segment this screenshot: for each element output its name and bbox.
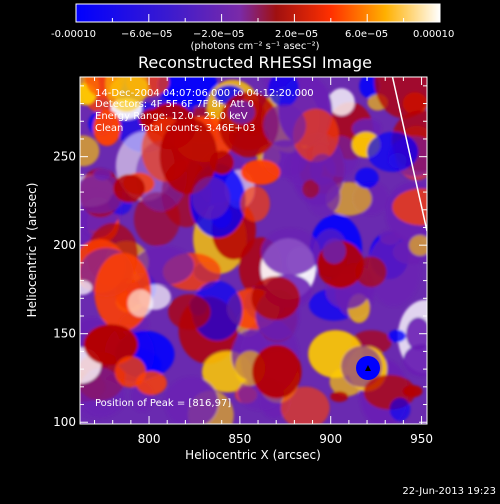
intensity-blob	[355, 167, 379, 189]
intensity-blob	[93, 168, 111, 181]
axis-ticks	[80, 77, 427, 424]
intensity-blob	[367, 131, 419, 172]
intensity-blob	[93, 109, 121, 146]
intensity-blob	[164, 376, 219, 424]
intensity-blob	[240, 159, 281, 185]
y-tick-label: 250	[53, 150, 76, 164]
image-annotations: 14-Dec-2004 04:07:06.000 to 04:12:20.000…	[95, 88, 314, 409]
intensity-blob	[113, 174, 145, 203]
intensity-blob	[191, 176, 231, 220]
annotation-time-range: 14-Dec-2004 04:07:06.000 to 04:12:20.000	[95, 88, 314, 99]
intensity-blob	[389, 397, 411, 422]
minimum-marker	[365, 365, 371, 371]
intensity-blob	[309, 153, 336, 186]
colorbar-tick-label: -0.00010	[51, 29, 96, 40]
intensity-blob	[322, 238, 346, 264]
annotation-detectors: Detectors: 4F 5F 6F 7F 8F, Att 0	[95, 99, 254, 110]
annotation-energy: Energy Range: 12.0 - 25.0 keV	[95, 111, 248, 122]
colorbar-tick-label: 0.00010	[413, 29, 454, 40]
y-tick-label: 150	[53, 327, 76, 341]
annotation-peak: Position of Peak = [816,97]	[95, 398, 231, 409]
intensity-blob	[252, 345, 302, 399]
colorbar-unit-label: (photons cm⁻² s⁻¹ asec⁻²)	[190, 41, 319, 52]
intensity-blob	[261, 228, 321, 276]
intensity-blob	[134, 246, 194, 285]
x-tick-label: 950	[410, 432, 433, 446]
x-tick-label: 800	[138, 432, 161, 446]
footer-timestamp: 22-Jun-2013 19:23	[402, 486, 496, 497]
x-tick-label: 850	[228, 432, 251, 446]
intensity-map	[80, 77, 427, 424]
intensity-blob	[210, 150, 234, 175]
intensity-blob	[403, 344, 427, 377]
intensity-blob	[406, 317, 427, 351]
chart-title: Reconstructed RHESSI Image	[138, 53, 372, 72]
intensity-blob	[83, 324, 138, 366]
intensity-blob	[392, 188, 427, 226]
colorbar-tick-label: 6.0e−05	[345, 29, 388, 40]
peak-marker	[356, 356, 380, 380]
annotation-clean: Clean Total counts: 3.46E+03	[95, 123, 255, 134]
intensity-blob	[388, 329, 406, 343]
intensity-blob	[374, 77, 427, 119]
y-tick-label: 200	[53, 238, 76, 252]
x-tick-label: 900	[319, 432, 342, 446]
intensity-blob	[80, 135, 100, 167]
intensity-blob	[328, 88, 355, 116]
intensity-blob	[409, 234, 427, 256]
intensity-blob	[355, 256, 387, 288]
intensity-blob	[114, 356, 147, 388]
intensity-blob	[280, 386, 330, 424]
colorbar-tick-labels: -0.00010 −6.0e−05 −2.0e−05 2.0e−05 6.0e−…	[51, 29, 454, 40]
intensity-blob	[263, 104, 306, 148]
y-tick-label: 100	[53, 415, 76, 429]
x-axis-label: Heliocentric X (arcsec)	[185, 448, 321, 462]
colorbar-tick-label: 2.0e−05	[275, 29, 318, 40]
y-tick-labels: 100 150 200 250	[53, 150, 76, 430]
intensity-blob	[367, 233, 421, 307]
intensity-blob	[228, 100, 255, 125]
intensity-blob	[191, 280, 243, 341]
intensity-blob	[159, 117, 218, 195]
colorbar-tick-label: −6.0e−05	[121, 29, 173, 40]
colorbar-ticks	[75, 14, 441, 22]
intensity-blob	[251, 276, 300, 320]
intensity-blob	[268, 77, 300, 107]
intensity-blob	[168, 294, 211, 330]
intensity-blob	[110, 77, 150, 104]
x-tick-labels: 800 850 900 950	[138, 432, 433, 446]
intensity-blob	[127, 289, 154, 318]
colorbar-tick-label: −2.0e−05	[193, 29, 245, 40]
y-axis-label: Heliocentric Y (arcsec)	[25, 183, 39, 318]
solar-limb	[391, 77, 427, 232]
plot-frame	[79, 76, 428, 425]
intensity-blob	[302, 179, 320, 199]
intensity-blob	[330, 391, 349, 402]
intensity-blob	[80, 280, 93, 295]
intensity-blob	[240, 185, 270, 222]
